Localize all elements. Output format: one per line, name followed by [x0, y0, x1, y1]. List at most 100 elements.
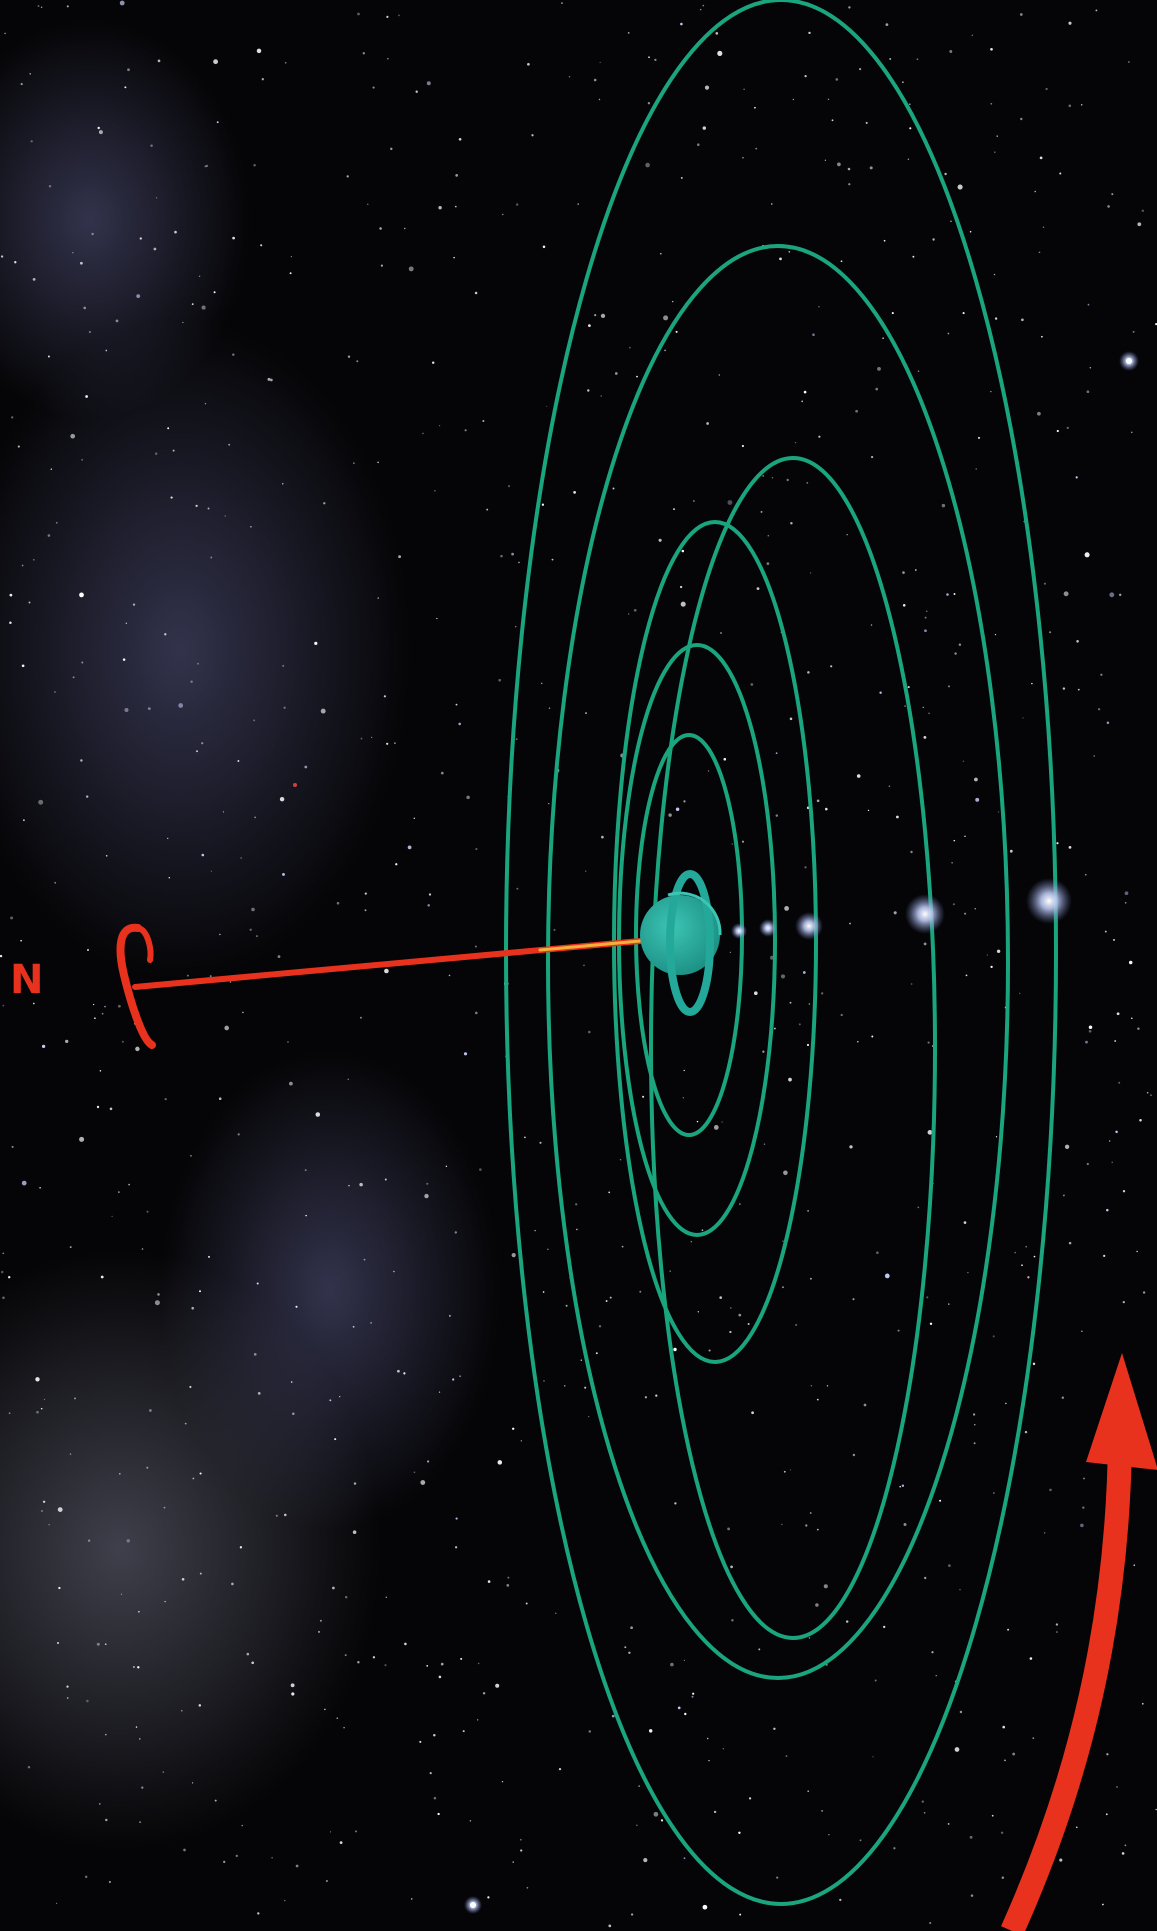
star [99, 1070, 102, 1072]
star [928, 712, 930, 715]
star [139, 1821, 141, 1823]
star [30, 140, 33, 143]
star [639, 1290, 642, 1293]
star [256, 48, 262, 54]
star [1027, 1276, 1030, 1279]
star [600, 395, 602, 397]
star [295, 1305, 298, 1308]
star [612, 487, 615, 490]
star [991, 1814, 994, 1817]
star [1043, 582, 1046, 585]
star [683, 1857, 686, 1860]
star [438, 1391, 441, 1393]
star [903, 1523, 907, 1526]
star [364, 892, 367, 895]
star [588, 1030, 591, 1034]
star [922, 706, 924, 709]
star [719, 1296, 723, 1299]
star [865, 121, 868, 124]
star [181, 1577, 185, 1581]
star [807, 1210, 809, 1212]
star [753, 991, 758, 996]
star [884, 1273, 890, 1279]
star [821, 1810, 823, 1812]
star [1068, 21, 1072, 25]
star [871, 1035, 874, 1038]
star [209, 975, 212, 978]
star [170, 496, 173, 499]
star [150, 144, 153, 147]
star [516, 203, 519, 206]
star [629, 346, 631, 349]
star [474, 945, 477, 948]
uranus-planet [640, 870, 722, 1016]
star [964, 835, 966, 838]
star [164, 1600, 166, 1603]
star [924, 1576, 927, 1580]
star [739, 1913, 742, 1916]
star [356, 360, 359, 363]
star [253, 163, 256, 167]
star [86, 948, 90, 952]
star [40, 6, 43, 8]
star [37, 5, 40, 7]
star [840, 1013, 843, 1017]
star [287, 1041, 289, 1043]
star [742, 157, 744, 159]
star [944, 172, 947, 176]
star [1106, 1208, 1109, 1212]
star [199, 1290, 201, 1293]
star [1118, 593, 1122, 597]
star [183, 1848, 186, 1852]
star [438, 1675, 442, 1679]
star [600, 313, 606, 319]
star [1029, 1657, 1033, 1660]
star [18, 970, 22, 973]
star [250, 526, 252, 528]
star [830, 665, 833, 668]
star [511, 1253, 516, 1258]
star [807, 1790, 810, 1793]
star [324, 1708, 326, 1711]
star [289, 272, 292, 275]
star [573, 491, 576, 494]
star [540, 682, 543, 685]
star [8, 1276, 11, 1279]
star [910, 983, 913, 985]
star [1113, 938, 1115, 941]
star [673, 1347, 677, 1352]
star [295, 1864, 299, 1868]
star [747, 1323, 750, 1325]
star [889, 58, 892, 60]
star [207, 1255, 211, 1258]
star [1142, 1291, 1146, 1294]
star [1106, 1753, 1109, 1756]
star [1063, 591, 1069, 597]
star [149, 1409, 152, 1412]
star [1012, 1752, 1016, 1756]
star [253, 719, 256, 722]
star [1122, 1190, 1126, 1193]
star [588, 324, 591, 327]
star [789, 717, 793, 721]
star [655, 1394, 658, 1397]
star [336, 901, 340, 905]
star [1014, 1251, 1017, 1254]
star [364, 909, 367, 912]
star [448, 974, 451, 977]
star [422, 432, 424, 435]
star [0, 954, 3, 958]
bright-stars [293, 351, 1139, 1914]
north-label: N [10, 957, 44, 1003]
star [946, 593, 949, 596]
star [664, 349, 666, 352]
star [1086, 1162, 1089, 1166]
star [907, 158, 910, 161]
star [619, 1159, 622, 1161]
star [520, 1849, 523, 1852]
star [964, 912, 967, 915]
star [1139, 1119, 1142, 1122]
star [292, 1412, 295, 1416]
star [784, 906, 789, 911]
star [254, 816, 256, 819]
